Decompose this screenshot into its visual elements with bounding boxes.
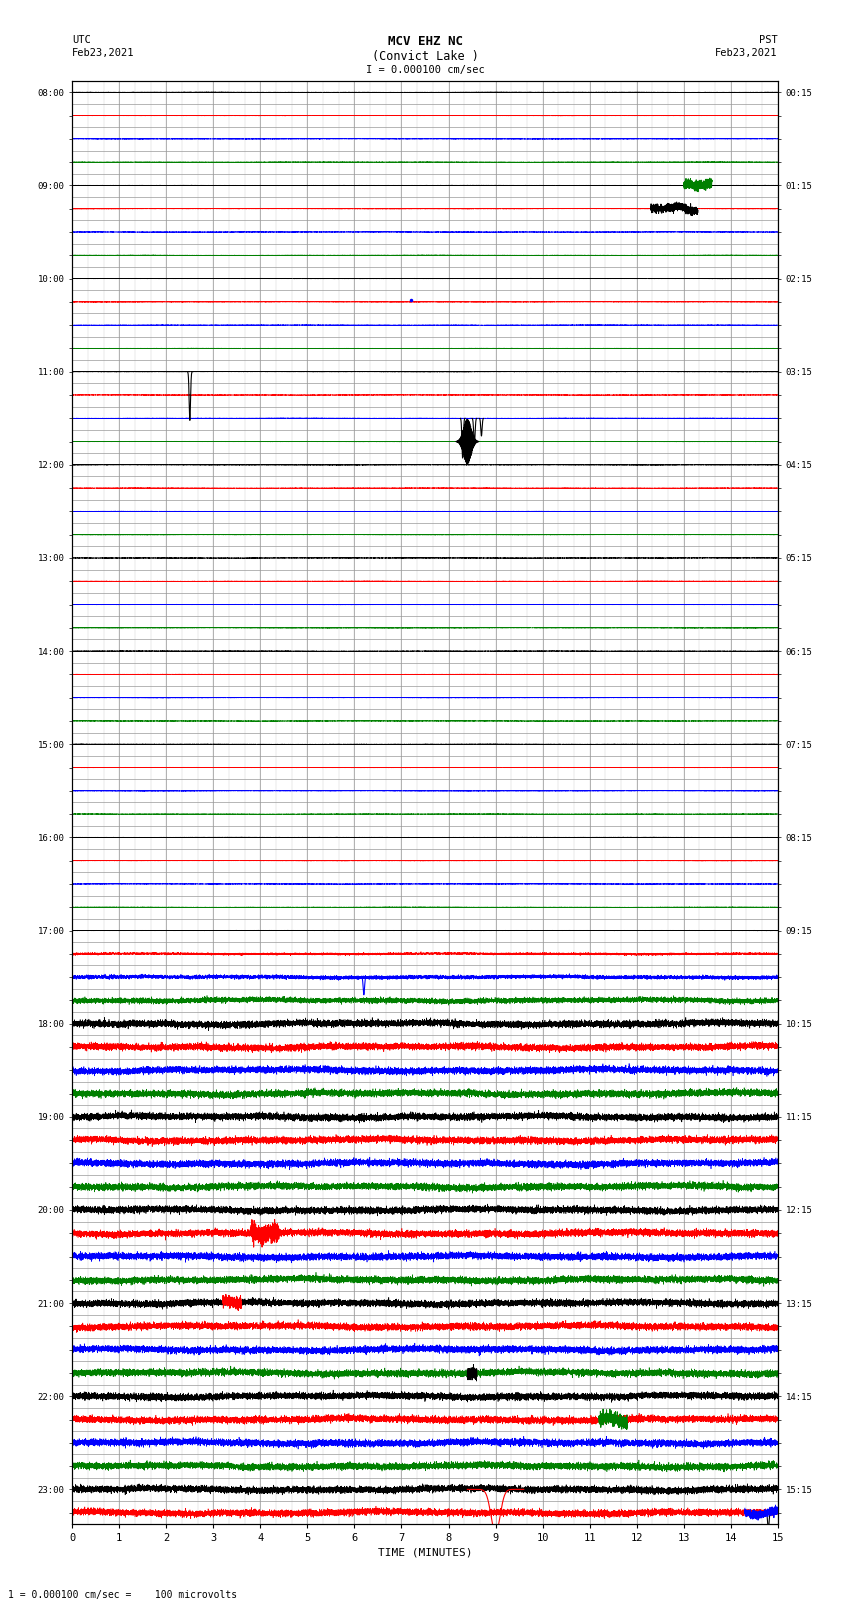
X-axis label: TIME (MINUTES): TIME (MINUTES) bbox=[377, 1547, 473, 1558]
Text: UTC: UTC bbox=[72, 35, 91, 45]
Text: Feb23,2021: Feb23,2021 bbox=[72, 48, 135, 58]
Text: PST: PST bbox=[759, 35, 778, 45]
Text: I = 0.000100 cm/sec: I = 0.000100 cm/sec bbox=[366, 65, 484, 74]
Text: MCV EHZ NC: MCV EHZ NC bbox=[388, 35, 462, 48]
Text: Feb23,2021: Feb23,2021 bbox=[715, 48, 778, 58]
Text: (Convict Lake ): (Convict Lake ) bbox=[371, 50, 479, 63]
Text: 1 = 0.000100 cm/sec =    100 microvolts: 1 = 0.000100 cm/sec = 100 microvolts bbox=[8, 1590, 238, 1600]
